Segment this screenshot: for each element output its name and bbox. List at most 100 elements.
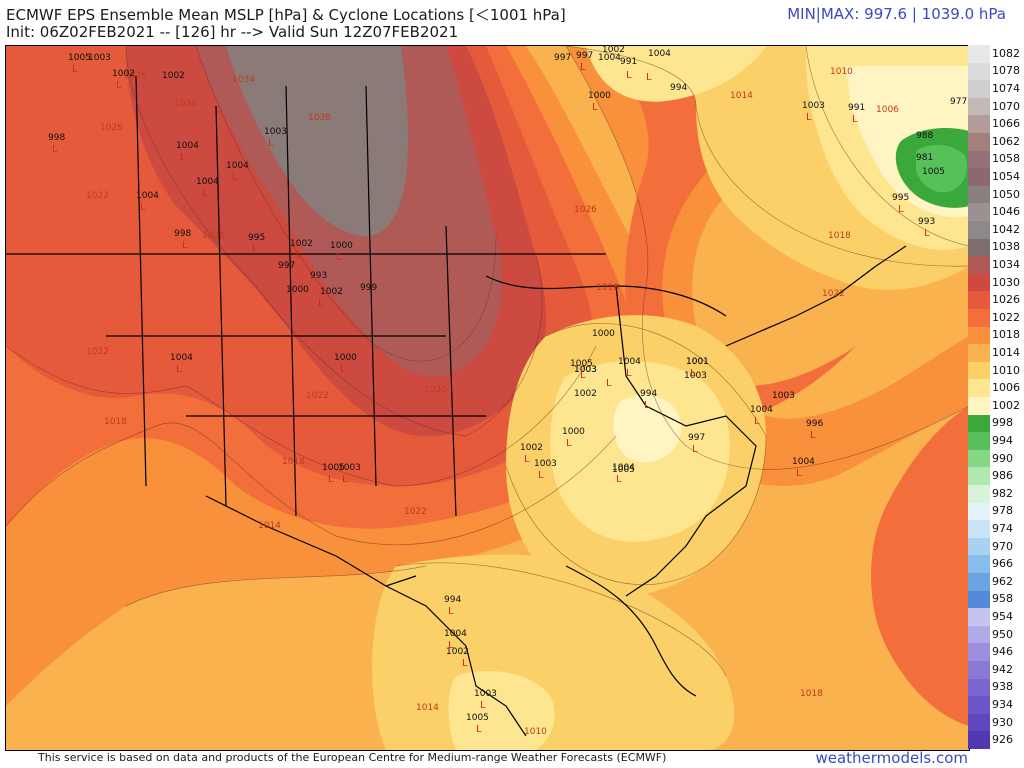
colorbar-label: 938 (992, 680, 1013, 694)
cyclone-l-icon: L (448, 640, 454, 651)
pressure-label: 991 (848, 103, 865, 113)
contour-label: 1018 (828, 231, 851, 241)
colorbar-label: 1046 (992, 205, 1020, 219)
borders (6, 75, 907, 737)
cyclone-l-icon: L (524, 454, 530, 465)
colorbar-label: 962 (992, 574, 1013, 588)
colorbar-label: 1062 (992, 134, 1020, 148)
colorbar-label: 978 (992, 504, 1013, 518)
pressure-label: 1000 (330, 241, 353, 251)
colorbar-swatch (968, 379, 990, 398)
contour-label: 1026 (202, 231, 225, 241)
contour-label: 1022 (404, 507, 427, 517)
colorbar-swatch (968, 115, 990, 134)
colorbar-label: 1074 (992, 82, 1020, 95)
pressure-label: 1004 (136, 191, 159, 201)
pressure-label: 993 (310, 271, 327, 281)
pressure-label: 1003 (88, 53, 111, 63)
pressure-label: 1002 (446, 647, 469, 657)
pressure-label: 977 (950, 97, 967, 107)
colorbar-swatch (968, 414, 990, 433)
contour-label: 1018 (282, 457, 305, 467)
pressure-label: 1004 (196, 177, 219, 187)
cyclone-l-icon: L (182, 240, 188, 251)
colorbar-label: 970 (992, 539, 1013, 553)
contour-label: 1010 (830, 67, 853, 77)
contour-label: 1030 (174, 99, 197, 109)
colorbar-swatch (968, 608, 990, 627)
colorbar-swatch (968, 485, 990, 504)
cyclone-l-icon: L (690, 368, 696, 379)
colorbar-swatch (968, 62, 990, 81)
contour-label: 1030 (424, 385, 447, 395)
colorbar-swatch (968, 502, 990, 521)
colorbar-label: 990 (992, 451, 1013, 465)
cyclone-l-icon: L (898, 204, 904, 215)
pressure-label: 1003 (574, 365, 597, 375)
pressure-label: 1005 (922, 167, 945, 177)
cyclone-l-icon: L (296, 250, 302, 261)
pressure-label: 988 (916, 131, 933, 141)
colorbar-swatch (968, 309, 990, 328)
band-1022-east (871, 406, 969, 726)
colorbar-swatch (968, 643, 990, 662)
pressure-label: 1001 (686, 357, 709, 367)
colorbar-swatch (968, 326, 990, 345)
colorbar-swatch (968, 203, 990, 222)
colorbar-label: 1058 (992, 152, 1020, 166)
colorbar-label: 1070 (992, 99, 1020, 113)
contour-value-labels: 1034 1030 1030 1026 1026 1026 1026 1022 … (86, 67, 899, 737)
header: ECMWF EPS Ensemble Mean MSLP [hPa] & Cyc… (0, 0, 1024, 44)
colorbar-label: 926 (992, 733, 1013, 747)
pressure-label: 991 (620, 57, 637, 67)
colorbar-label: 1026 (992, 293, 1020, 307)
cyclone-l-icon: L (538, 470, 544, 481)
map-canvas: 1034 1030 1030 1026 1026 1026 1026 1022 … (6, 46, 969, 750)
cyclone-l-icon: L (72, 64, 78, 75)
cyclone-l-icon: L (566, 438, 572, 449)
colorbar-label: 942 (992, 662, 1013, 676)
contour-label: 1006 (876, 105, 899, 115)
pressure-label: 1002 (290, 239, 313, 249)
pressure-label: 1005 (322, 463, 345, 473)
colorbar-label: 986 (992, 469, 1013, 483)
colorbar-swatch (968, 696, 990, 715)
cyclone-l-icon: L (340, 364, 346, 375)
cyclone-l-icon: L (616, 474, 622, 485)
pressure-label: 1003 (264, 127, 287, 137)
init-valid-time: Init: 06Z02FEB2021 -- [126] hr --> Valid… (6, 23, 459, 41)
pressure-label: 1000 (562, 427, 585, 437)
cyclone-l-icon: L (232, 172, 238, 183)
colorbar-swatch (968, 273, 990, 292)
cyclone-l-icon: L (116, 80, 122, 91)
contour-label: 1018 (104, 417, 127, 427)
cyclone-l-icon: L (462, 658, 468, 669)
colorbar-swatch (968, 361, 990, 380)
cyclone-l-icon: L (810, 430, 816, 441)
cyclone-l-icon: L (806, 112, 812, 123)
pressure-label: 981 (916, 153, 933, 163)
colorbar-swatch (968, 344, 990, 363)
contour-label: 1022 (306, 391, 329, 401)
band-994-low (916, 144, 968, 193)
contour-label: 1018 (596, 283, 619, 293)
colorbar-label: 982 (992, 486, 1013, 500)
band-1022-northeast (606, 46, 856, 418)
pressure-label: 998 (48, 133, 65, 143)
cyclone-l-icon: L (252, 244, 258, 255)
cyclone-l-icon: L (626, 368, 632, 379)
pressure-label: 997 (554, 53, 571, 63)
colorbar-label: 1002 (992, 398, 1020, 412)
pressure-label: 1003 (574, 365, 597, 375)
pressure-label: 1000 (286, 285, 309, 295)
contour-label: 1014 (730, 91, 753, 101)
cyclone-l-icon: L (328, 474, 334, 485)
cyclone-pressure-labels: 1005 1003 1002 1002 998 1004 1004 1003 1… (48, 46, 967, 723)
contour-label: 1038 (308, 113, 331, 123)
brand-link[interactable]: weathermodels.com (815, 749, 968, 767)
pressure-label: 1000 (592, 329, 615, 339)
pressure-map[interactable]: 1034 1030 1030 1026 1026 1026 1026 1022 … (5, 45, 970, 751)
colorbar-label: 998 (992, 416, 1013, 430)
colorbar-label: 974 (992, 522, 1013, 535)
pressure-colorbar: 1082 1078 1074 1070 1066 1062 1058 1054 1050 1046… (968, 45, 1024, 750)
